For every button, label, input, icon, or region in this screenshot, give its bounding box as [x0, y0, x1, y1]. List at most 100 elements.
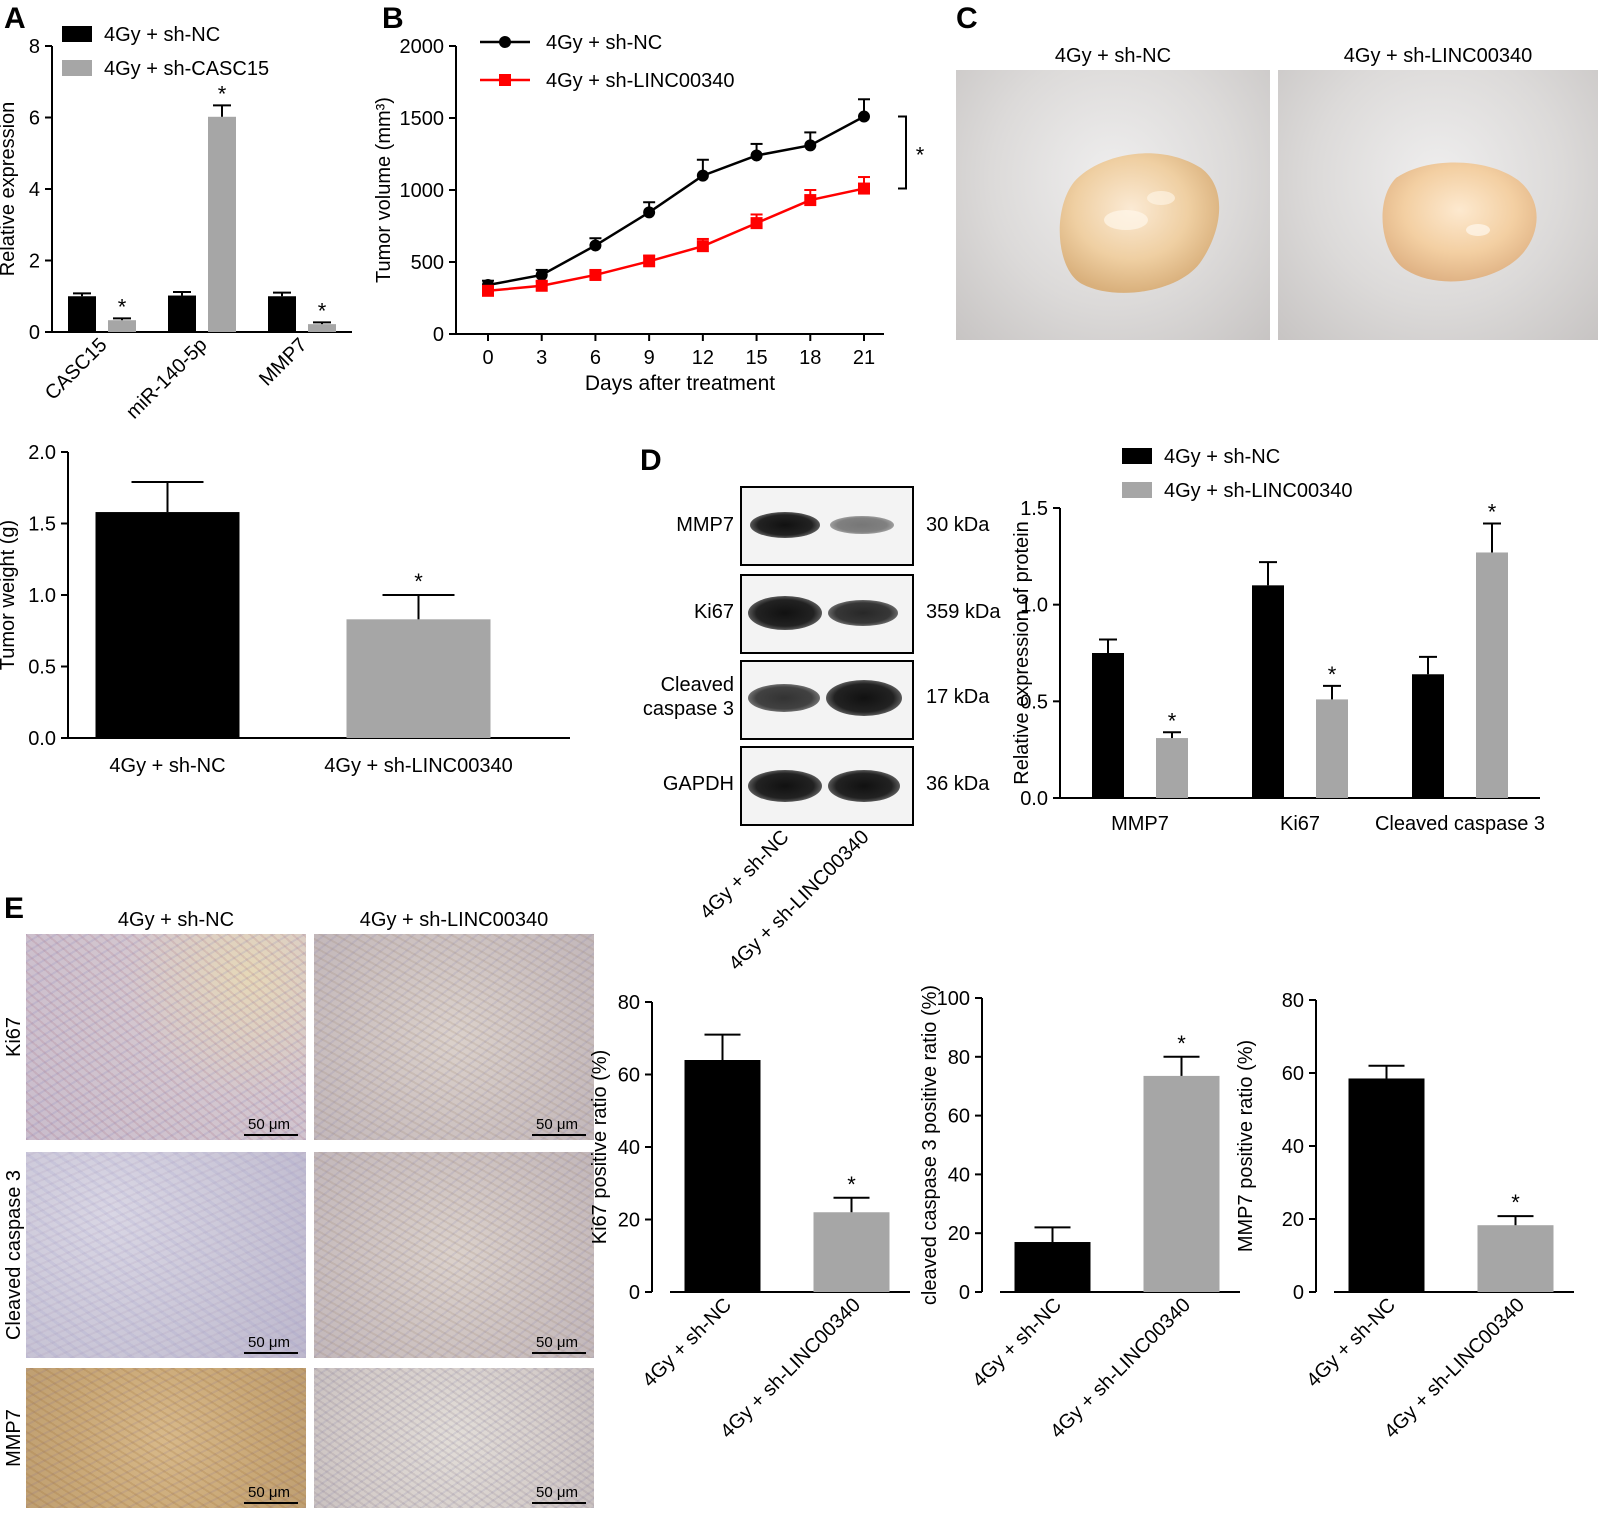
panel-letter-e: E — [4, 892, 24, 925]
chart-b: 0 500 1000 1500 2000 Tumor volume (mm³) 0 3 6 9 12… — [373, 32, 925, 395]
y-tick-label: 2000 — [400, 36, 445, 58]
legend-label: 4Gy + sh-LINC00340 — [1164, 480, 1352, 502]
data-point-sh-nc — [804, 139, 817, 152]
y-axis-label: Relative expression — [0, 102, 19, 277]
series-line-sh-linc00340 — [487, 187, 865, 293]
blot-protein-label: Ki67 — [694, 601, 734, 623]
blot-protein-label: MMP7 — [676, 514, 734, 536]
y-tick-label: 0 — [29, 322, 40, 344]
y-tick-label: 1.0 — [1020, 595, 1048, 617]
data-point-sh-linc00340 — [482, 284, 494, 297]
significance-star: * — [218, 81, 227, 106]
ihc-mmp7-sh-nc — [26, 1368, 306, 1508]
y-tick-label: 1.5 — [1020, 498, 1048, 520]
ihc-row-mmp7: MMP7 — [3, 1409, 25, 1467]
x-tick-label: 6 — [590, 347, 601, 369]
ihc-mmp7-sh-linc00340 — [314, 1368, 594, 1508]
legend-label: 4Gy + sh-LINC00340 — [546, 70, 734, 92]
blot-ki67 — [740, 574, 914, 654]
scale-label-5: 50 μm — [248, 1484, 290, 1501]
ihc-col-sh-nc: 4Gy + sh-NC — [118, 909, 234, 931]
y-tick-label: 1.5 — [28, 514, 56, 536]
x-tick-label: 4Gy + sh-LINC00340 — [1046, 1294, 1195, 1443]
photo-label-sh-nc: 4Gy + sh-NC — [1055, 45, 1171, 67]
y-tick-label: 500 — [411, 252, 444, 274]
bar-4gy-sh-casc15-casc15 — [108, 320, 136, 332]
blot-size-label: 30 kDa — [926, 514, 990, 536]
x-tick-label: 4Gy + sh-NC — [968, 1294, 1066, 1392]
scale-label-2: 50 μm — [536, 1116, 578, 1133]
x-tick-label: 18 — [799, 347, 821, 369]
blot-protein-label: GAPDH — [663, 773, 734, 795]
data-point-sh-linc00340 — [643, 255, 656, 268]
y-tick-label: 0 — [433, 324, 444, 346]
bar-4gy-sh-linc00340 — [1143, 1075, 1220, 1292]
legend-label: 4Gy + sh-NC — [104, 24, 220, 46]
data-point-sh-nc — [535, 268, 548, 281]
y-tick-label: 80 — [1282, 990, 1304, 1012]
significance-star: * — [1177, 1031, 1186, 1056]
scale-bar-3 — [244, 1352, 298, 1354]
scale-bar-5 — [244, 1502, 298, 1504]
blot-mmp7 — [740, 486, 914, 566]
legend-marker — [499, 36, 511, 48]
y-tick-label: 0 — [959, 1282, 970, 1304]
x-tick-label: 4Gy + sh-NC — [1302, 1294, 1400, 1392]
legend-label: 4Gy + sh-CASC15 — [104, 58, 269, 80]
y-tick-label: 0.0 — [1020, 788, 1048, 810]
ihc-ki67-sh-nc — [26, 934, 306, 1140]
bar-4gy-sh-nc-mir-140-5p — [168, 295, 196, 332]
ihc-casp3-sh-nc — [26, 1152, 306, 1358]
x-tick-label: 15 — [745, 347, 767, 369]
bar-4gy-sh-nc-mmp7 — [268, 296, 296, 332]
x-tick-label: MMP7 — [255, 334, 311, 390]
legend-swatch — [1122, 482, 1152, 498]
scale-bar-6 — [532, 1502, 586, 1504]
band-ki67-nc — [748, 596, 822, 630]
panel-letter-a: A — [4, 2, 26, 35]
legend-marker — [499, 74, 511, 86]
y-tick-label: 60 — [948, 1106, 970, 1128]
x-tick-label: 4Gy + sh-LINC00340 — [324, 755, 512, 777]
chart-e3: 0 20 40 60 80 MMP7 positive ratio (%) 4Gy + sh… — [1235, 990, 1574, 1443]
x-tick-label: MMP7 — [1111, 813, 1169, 835]
panel-letter-d: D — [640, 444, 662, 477]
ihc-casp3-sh-linc00340 — [314, 1152, 594, 1358]
x-tick-label: 4Gy + sh-NC — [109, 755, 225, 777]
x-tick-label: 9 — [644, 347, 655, 369]
bar-4gy-sh-linc00340-ki67 — [1316, 699, 1348, 798]
ihc-ki67-sh-linc00340 — [314, 934, 594, 1140]
significance-star: * — [1328, 662, 1337, 687]
bar-4gy-sh-linc00340 — [346, 619, 491, 738]
ihc-col-sh-linc00340: 4Gy + sh-LINC00340 — [360, 909, 548, 931]
significance-bracket — [898, 115, 907, 190]
bar-4gy-sh-linc00340 — [813, 1212, 890, 1292]
blot-gapdh — [740, 746, 914, 826]
blot-protein-label: caspase 3 — [643, 698, 734, 720]
tumor-photo-sh-linc00340 — [1278, 70, 1598, 340]
chart-e1: 0 20 40 60 80 Ki67 positive ratio (%) 4Gy + sh… — [589, 992, 910, 1443]
blot-protein-label: Cleaved — [661, 674, 734, 696]
blot-size-label: 17 kDa — [926, 686, 990, 708]
band-casp3-nc — [748, 684, 820, 712]
y-tick-label: 40 — [948, 1164, 970, 1186]
tumor-photo-sh-nc — [956, 70, 1270, 340]
data-point-sh-nc — [858, 110, 870, 123]
band-gapdh-sh — [828, 770, 900, 802]
scale-label-1: 50 μm — [248, 1116, 290, 1133]
x-tick-label: 21 — [853, 347, 875, 369]
bar-4gy-sh-nc — [684, 1060, 761, 1292]
bar-4gy-sh-nc — [95, 512, 240, 738]
legend-swatch — [1122, 448, 1152, 464]
x-tick-label: Cleaved caspase 3 — [1375, 813, 1545, 835]
ihc-row-ki67: Ki67 — [3, 1017, 25, 1057]
scale-label-6: 50 μm — [536, 1484, 578, 1501]
data-point-sh-linc00340 — [535, 279, 548, 292]
photo-label-sh-linc00340: 4Gy + sh-LINC00340 — [1344, 45, 1532, 67]
x-tick-label: 4Gy + sh-LINC00340 — [716, 1294, 865, 1443]
blot-size-label: 36 kDa — [926, 773, 990, 795]
band-mmp7-sh — [830, 516, 894, 534]
